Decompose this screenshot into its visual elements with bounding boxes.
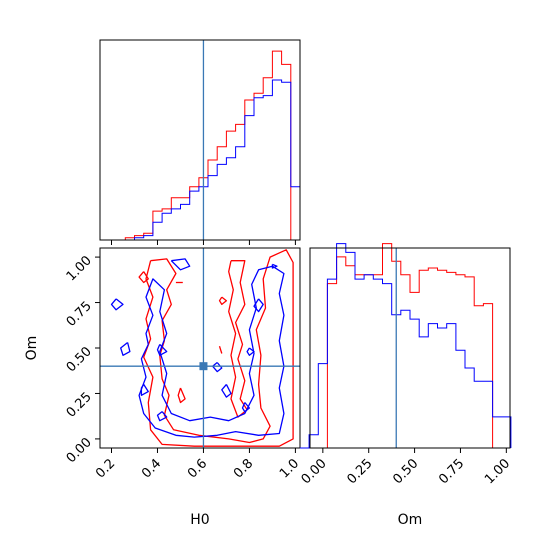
contour-line-10 — [120, 341, 131, 356]
contour-xtick-label-2: 0.6 — [185, 456, 210, 481]
hist-h0-series-0-step — [116, 50, 300, 241]
contour-xtick-label-1: 0.4 — [139, 456, 164, 481]
contour-line-2 — [138, 271, 149, 284]
contour-line-12 — [140, 384, 149, 396]
hist-om-xtick-label-0: 0.00 — [299, 456, 330, 487]
contour-line-0 — [143, 249, 294, 447]
contour-line-5 — [218, 346, 223, 354]
contour-line-9 — [110, 298, 124, 311]
y-axis-label-om: Om — [24, 336, 40, 361]
contour-line-16 — [246, 347, 255, 356]
hist-om-panel: 0.00 0.25 0.50 0.75 1.00 Om — [299, 243, 513, 528]
hist-om-series-0-step — [318, 243, 502, 449]
contour-ytick-label-1: 0.25 — [64, 390, 95, 421]
contour-line-8 — [170, 258, 191, 271]
hist-h0-frame — [99, 39, 301, 241]
contour-xtick-label-3: 0.8 — [231, 456, 256, 481]
hist-om-xtick-label-4: 1.00 — [482, 456, 513, 487]
contour-ytick-label-2: 0.50 — [64, 344, 95, 375]
contour-line-17 — [241, 402, 251, 413]
contour-x-ticks: 0.2 0.4 0.6 0.8 1.0 — [93, 448, 302, 481]
contour-line-14 — [211, 361, 223, 373]
contour-truth-point — [199, 362, 208, 371]
contour-line-19 — [271, 263, 278, 269]
contour-line-7 — [138, 265, 285, 438]
contour-line-15 — [221, 383, 232, 398]
contour-panel: 0.2 0.4 0.6 0.8 1.0 0.000.250.500.751.00 H0 … — [24, 247, 302, 528]
contour-line-4 — [177, 387, 186, 404]
hist-om-xtick-label-2: 0.50 — [390, 456, 421, 487]
contour-y-ticks: 0.00 0.25 0.50 0.75 1.00 — [64, 253, 100, 466]
hist-h0-panel — [99, 39, 301, 245]
hist-h0-series-1-step — [116, 79, 301, 241]
hist-om-series-group — [299, 243, 512, 449]
contour-line-18 — [253, 298, 264, 313]
hist-om-series-1-step — [299, 243, 512, 449]
hist-h0-series-group — [116, 50, 301, 241]
hist-om-xtick-label-3: 0.75 — [436, 456, 467, 487]
hist-om-frame — [309, 247, 511, 449]
contour-ytick-label-0: 0.00 — [64, 435, 95, 466]
x-axis-label-h0: H0 — [190, 512, 209, 528]
x-axis-label-om: Om — [398, 512, 423, 528]
contour-line-6 — [218, 296, 228, 306]
contour-xtick-label-0: 0.2 — [93, 456, 118, 481]
contour-ytick-label-4: 1.00 — [64, 253, 95, 284]
contour-ytick-label-3: 0.75 — [64, 299, 95, 330]
hist-om-xtick-label-1: 0.25 — [344, 456, 375, 487]
hist-h0-ticks — [110, 240, 296, 245]
contour-frame — [99, 247, 301, 449]
contour-series-group — [110, 249, 294, 447]
contour-line-13 — [156, 411, 168, 422]
contour-line-11 — [156, 343, 168, 356]
hist-om-x-ticks: 0.00 0.25 0.50 0.75 1.00 — [299, 448, 513, 487]
